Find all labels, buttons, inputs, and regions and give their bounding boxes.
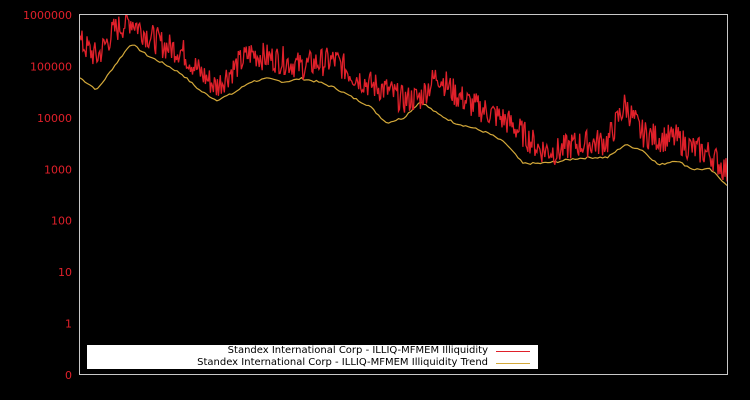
plot-frame — [79, 14, 728, 375]
y-tick-label: 1000 — [44, 163, 72, 176]
legend-swatch-red — [496, 350, 530, 352]
legend-item-illiquidity: Standex International Corp - ILLIQ-MFMEM… — [228, 345, 530, 357]
illiquidity-line — [79, 14, 728, 182]
y-tick-label: 1000000 — [23, 9, 72, 22]
y-tick-label: 100 — [51, 215, 72, 228]
y-tick-label: 100000 — [30, 60, 72, 73]
y-tick-label: 1 — [65, 318, 72, 331]
illiquidity-trend-line — [79, 44, 728, 186]
y-tick-label: 10 — [58, 266, 72, 279]
legend-label: Standex International Corp - ILLIQ-MFMEM… — [227, 345, 488, 356]
y-tick-label: 0 — [65, 369, 72, 382]
legend-item-illiquidity-trend: Standex International Corp - ILLIQ-MFMEM… — [197, 357, 530, 369]
chart-legend: Standex International Corp - ILLIQ-MFMEM… — [87, 345, 538, 369]
plot-area — [79, 14, 728, 186]
y-tick-label: 10000 — [37, 112, 72, 125]
legend-swatch-yellow — [496, 362, 530, 364]
legend-label: Standex International Corp - ILLIQ-MFMEM… — [197, 357, 488, 368]
